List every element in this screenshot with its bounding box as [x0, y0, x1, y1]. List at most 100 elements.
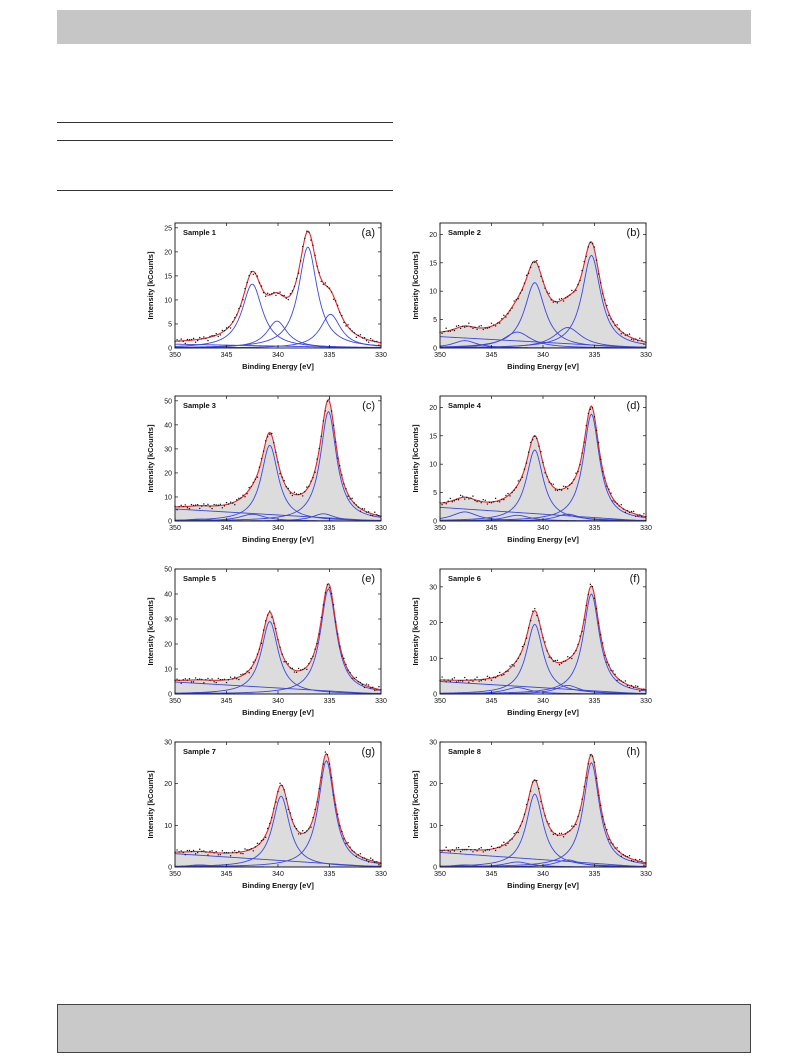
- data-point: [186, 679, 189, 681]
- y-tick-label: 10: [164, 667, 172, 674]
- data-point: [599, 804, 602, 807]
- data-point: [363, 686, 366, 689]
- xps-chart-sample-1: 350 345 340 335 330 0 5 10 15 20 25 Binding Energy …: [146, 222, 387, 371]
- x-tick-label: 330: [375, 698, 387, 705]
- data-point: [223, 505, 226, 507]
- data-point: [496, 846, 499, 849]
- y-tick-label: 0: [433, 519, 437, 526]
- data-point: [372, 515, 374, 517]
- data-point: [626, 509, 629, 512]
- data-point: [273, 291, 275, 294]
- data-point: [207, 503, 209, 506]
- data-point: [552, 301, 554, 303]
- data-point: [540, 800, 542, 803]
- x-tick-label: 335: [589, 871, 601, 878]
- data-point: [488, 326, 491, 329]
- data-point: [575, 472, 577, 474]
- sample-label: Sample 2: [448, 228, 481, 237]
- data-point: [445, 681, 447, 683]
- y-tick-label: 20: [429, 620, 437, 627]
- x-tick-label: 330: [375, 352, 387, 359]
- data-point: [355, 504, 357, 506]
- data-point: [229, 676, 232, 678]
- data-point: [199, 848, 201, 850]
- background-line: [439, 506, 647, 522]
- data-point: [314, 808, 316, 811]
- x-tick-label: 345: [221, 352, 233, 359]
- data-point: [326, 753, 329, 756]
- data-point: [349, 328, 351, 330]
- data-point: [349, 498, 351, 500]
- data-point: [277, 461, 279, 463]
- data-point: [306, 486, 308, 488]
- data-point: [558, 298, 561, 300]
- data-point: [641, 339, 643, 341]
- data-point: [322, 604, 325, 606]
- data-point: [441, 850, 443, 852]
- data-point: [643, 343, 645, 345]
- data-point: [337, 813, 339, 815]
- data-point: [372, 339, 374, 341]
- data-point: [324, 282, 327, 284]
- data-point: [569, 656, 571, 659]
- data-point: [597, 794, 600, 797]
- data-point: [581, 269, 583, 272]
- data-point: [339, 465, 341, 467]
- data-point: [538, 445, 540, 447]
- data-point: [227, 852, 230, 854]
- data-point: [534, 435, 536, 438]
- data-point: [361, 508, 364, 510]
- data-point: [544, 815, 546, 817]
- data-point: [330, 291, 333, 293]
- data-point: [227, 503, 230, 505]
- data-point: [622, 854, 625, 856]
- data-point: [476, 328, 478, 331]
- data-point: [312, 244, 314, 247]
- data-point: [176, 678, 178, 680]
- data-point: [244, 848, 246, 850]
- data-point: [461, 495, 464, 497]
- data-point: [211, 850, 213, 852]
- data-point: [618, 850, 620, 853]
- data-point: [234, 850, 236, 852]
- y-tick-label: 20: [164, 470, 172, 477]
- x-tick-label: 350: [169, 525, 181, 532]
- data-point: [635, 338, 637, 340]
- data-point: [573, 291, 575, 293]
- data-point: [554, 659, 557, 662]
- data-point: [359, 510, 362, 512]
- data-point: [641, 860, 643, 862]
- data-point: [310, 826, 312, 828]
- data-point: [341, 830, 343, 833]
- data-point: [517, 657, 519, 660]
- data-point: [492, 324, 495, 326]
- data-point: [339, 645, 341, 647]
- data-point: [277, 292, 279, 295]
- data-point: [595, 777, 598, 780]
- y-tick-label: 0: [168, 692, 172, 699]
- data-point: [476, 850, 478, 852]
- component-peak-3: [175, 588, 382, 695]
- data-point: [242, 494, 244, 496]
- data-point: [499, 671, 501, 674]
- data-point: [447, 679, 449, 681]
- x-tick-label: 335: [324, 871, 336, 878]
- data-point: [521, 289, 524, 291]
- data-point: [630, 859, 633, 862]
- data-point: [532, 261, 534, 264]
- data-point: [447, 500, 449, 502]
- data-point: [548, 656, 550, 658]
- table-rule-top: [57, 122, 393, 123]
- xps-chart-sample-6: 350 345 340 335 330 0 10 20 30 Binding Energy [eV…: [411, 568, 652, 717]
- data-point: [560, 489, 563, 491]
- data-point: [221, 850, 224, 852]
- data-point: [612, 670, 614, 672]
- data-point: [285, 486, 287, 488]
- data-point: [370, 337, 372, 340]
- data-point: [486, 503, 489, 505]
- data-point: [492, 501, 495, 503]
- data-point: [215, 504, 217, 506]
- data-point: [577, 283, 579, 286]
- x-tick-label: 345: [221, 525, 233, 532]
- data-point: [606, 661, 608, 663]
